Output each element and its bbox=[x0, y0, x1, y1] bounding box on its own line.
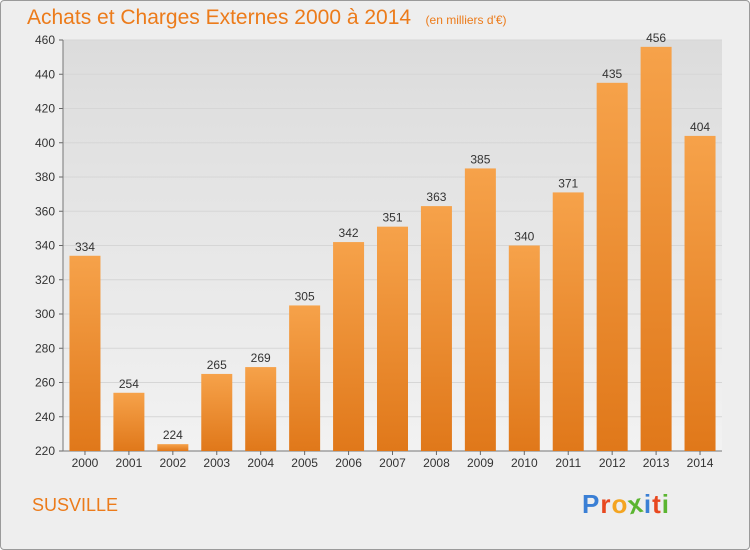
data-label: 254 bbox=[119, 377, 139, 391]
data-label: 435 bbox=[602, 67, 622, 81]
x-tick-label: 2005 bbox=[291, 456, 318, 470]
x-tick-label: 2003 bbox=[203, 456, 230, 470]
bar bbox=[377, 226, 408, 451]
y-tick-label: 380 bbox=[35, 170, 55, 184]
logo-letter: t bbox=[652, 489, 662, 519]
bar bbox=[245, 367, 277, 451]
logo-letter: o bbox=[611, 489, 629, 519]
data-label: 351 bbox=[382, 211, 402, 225]
bar bbox=[596, 82, 628, 451]
logo-letter: r bbox=[600, 489, 612, 519]
bar bbox=[552, 192, 584, 451]
chart-title: Achats et Charges Externes 2000 à 2014 bbox=[27, 6, 412, 29]
logo-letter: P bbox=[582, 489, 601, 519]
commune-name: SUSVILLE bbox=[32, 495, 119, 515]
data-label: 305 bbox=[295, 289, 315, 303]
y-tick-label: 240 bbox=[35, 410, 55, 424]
x-tick-label: 2007 bbox=[379, 456, 406, 470]
x-tick-label: 2011 bbox=[555, 456, 581, 470]
data-label: 363 bbox=[426, 190, 446, 204]
y-tick-label: 220 bbox=[35, 444, 55, 458]
bar bbox=[640, 46, 672, 451]
data-label: 342 bbox=[339, 226, 359, 240]
data-label: 265 bbox=[207, 358, 227, 372]
y-tick-label: 260 bbox=[35, 376, 55, 390]
x-tick-label: 2014 bbox=[687, 456, 714, 470]
y-tick-label: 460 bbox=[35, 33, 55, 47]
y-tick-label: 320 bbox=[35, 273, 55, 287]
y-tick-label: 340 bbox=[35, 239, 55, 253]
x-tick-label: 2000 bbox=[72, 456, 99, 470]
bar bbox=[289, 305, 321, 451]
x-tick-label: 2002 bbox=[159, 456, 186, 470]
data-label: 385 bbox=[470, 152, 490, 166]
bar bbox=[69, 255, 101, 451]
y-tick-label: 360 bbox=[35, 204, 55, 218]
x-tick-label: 2006 bbox=[335, 456, 362, 470]
data-label: 340 bbox=[514, 230, 534, 244]
bar bbox=[113, 392, 145, 451]
logo-letter: i bbox=[643, 489, 653, 519]
x-tick-label: 2001 bbox=[116, 456, 143, 470]
bar bbox=[157, 444, 189, 451]
bar bbox=[684, 135, 716, 451]
bar bbox=[508, 245, 540, 451]
proxiti-logo: Proxiti bbox=[582, 488, 670, 521]
y-tick-label: 400 bbox=[35, 136, 55, 150]
data-label: 224 bbox=[163, 428, 183, 442]
x-tick-label: 2010 bbox=[511, 456, 538, 470]
bar bbox=[420, 206, 452, 451]
bar bbox=[201, 373, 233, 451]
x-tick-label: 2004 bbox=[247, 456, 274, 470]
data-label: 334 bbox=[75, 240, 95, 254]
bar bbox=[333, 242, 365, 451]
y-tick-label: 300 bbox=[35, 307, 55, 321]
x-tick-label: 2013 bbox=[643, 456, 670, 470]
data-label: 269 bbox=[251, 351, 271, 365]
bar bbox=[464, 168, 496, 451]
y-tick-label: 440 bbox=[35, 67, 55, 81]
logo-letter: i bbox=[661, 489, 670, 519]
x-tick-label: 2012 bbox=[599, 456, 626, 470]
data-label: 404 bbox=[690, 120, 710, 134]
x-tick-label: 2008 bbox=[423, 456, 450, 470]
data-label: 456 bbox=[646, 31, 666, 45]
y-tick-label: 420 bbox=[35, 102, 55, 116]
y-tick-label: 280 bbox=[35, 341, 55, 355]
chart-title-row: Achats et Charges Externes 2000 à 2014 (… bbox=[27, 6, 507, 30]
data-label: 371 bbox=[558, 176, 578, 190]
x-tick-label: 2009 bbox=[467, 456, 494, 470]
chart-unit-subtitle: (en milliers d'€) bbox=[425, 13, 507, 27]
